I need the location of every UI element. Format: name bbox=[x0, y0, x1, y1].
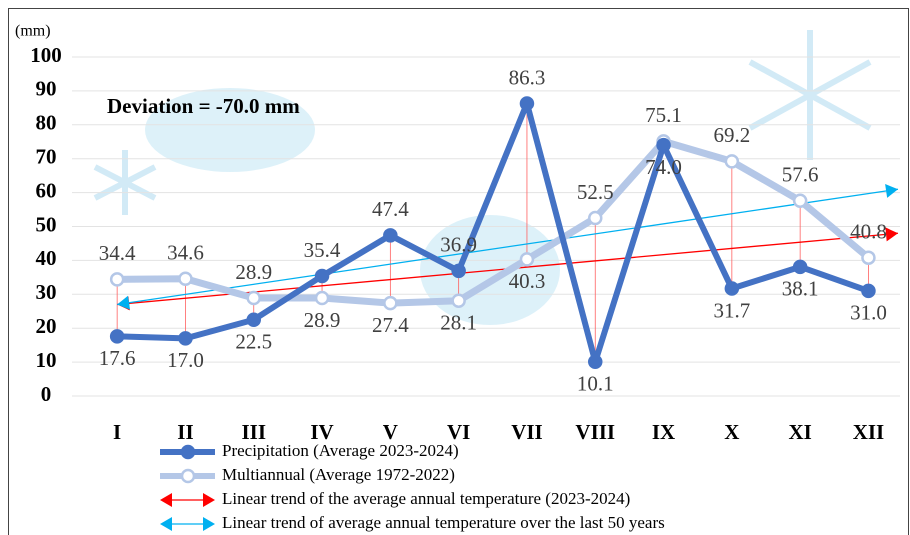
point bbox=[656, 137, 671, 153]
data-label: 27.4 bbox=[372, 313, 409, 337]
y-tick-label: 20 bbox=[36, 314, 57, 338]
legend-label: Linear trend of the average annual tempe… bbox=[222, 489, 630, 508]
data-label: 38.1 bbox=[782, 277, 819, 301]
point bbox=[246, 312, 261, 327]
data-label: 34.6 bbox=[167, 241, 204, 265]
legend-arrow bbox=[160, 517, 172, 531]
y-tick-label: 90 bbox=[36, 77, 57, 101]
data-label: 31.0 bbox=[850, 301, 887, 325]
x-tick-label: VIII bbox=[575, 420, 615, 444]
x-tick-label: I bbox=[113, 420, 121, 444]
point bbox=[519, 252, 535, 267]
annotation: Deviation = -70.0 mm bbox=[107, 94, 300, 118]
y-tick-label: 10 bbox=[36, 348, 57, 372]
point bbox=[792, 259, 808, 275]
point bbox=[724, 154, 740, 169]
x-tick-label: VI bbox=[447, 420, 470, 444]
point bbox=[451, 293, 466, 308]
point bbox=[588, 354, 603, 370]
x-tick-label: V bbox=[383, 420, 398, 444]
data-label: 74.0 bbox=[645, 155, 682, 179]
x-tick-label: X bbox=[724, 420, 739, 444]
legend-arrow bbox=[203, 493, 215, 507]
series-line bbox=[117, 137, 871, 307]
data-label: 28.1 bbox=[440, 311, 477, 335]
trend-arrow bbox=[117, 295, 131, 310]
point bbox=[109, 329, 125, 344]
frame bbox=[8, 8, 909, 535]
legend-label: Multiannual (Average 1972-2022) bbox=[222, 465, 455, 484]
trend-line bbox=[117, 188, 899, 306]
y-tick-label: 80 bbox=[36, 111, 57, 135]
data-label: 31.7 bbox=[713, 298, 750, 322]
legend-marker bbox=[180, 468, 196, 484]
data-label: 17.0 bbox=[167, 348, 204, 372]
data-label: 75.1 bbox=[645, 103, 682, 127]
legend-arrow bbox=[203, 517, 215, 531]
legend-arrow bbox=[160, 493, 172, 507]
data-label: 47.4 bbox=[372, 197, 409, 221]
y-tick-label: 40 bbox=[36, 246, 57, 270]
legend-marker bbox=[180, 444, 196, 460]
y-tick-label: 50 bbox=[36, 212, 57, 236]
legend-label: Linear trend of average annual temperatu… bbox=[222, 513, 665, 532]
point bbox=[861, 250, 876, 265]
data-label: 10.1 bbox=[577, 372, 614, 396]
data-label: 86.3 bbox=[509, 65, 546, 89]
point bbox=[314, 268, 330, 284]
y-tick-label: 70 bbox=[36, 145, 57, 169]
point bbox=[861, 283, 876, 299]
trend-arrow bbox=[885, 227, 898, 242]
point bbox=[383, 295, 398, 311]
x-tick-label: III bbox=[241, 420, 266, 444]
data-label: 57.6 bbox=[782, 163, 819, 187]
point bbox=[792, 193, 808, 208]
y-tick-label: 100 bbox=[30, 43, 62, 67]
x-tick-label: II bbox=[177, 420, 193, 444]
y-tick-label: 60 bbox=[36, 178, 57, 202]
y-axis-label: (mm) bbox=[15, 23, 51, 40]
data-label: 52.5 bbox=[577, 180, 614, 204]
point bbox=[178, 331, 193, 346]
point bbox=[519, 96, 535, 111]
data-label: 17.6 bbox=[99, 346, 136, 370]
point bbox=[451, 263, 466, 279]
data-label: 35.4 bbox=[304, 238, 341, 262]
data-label: 34.4 bbox=[99, 241, 136, 265]
data-label: 28.9 bbox=[235, 260, 272, 284]
point bbox=[588, 210, 603, 226]
point bbox=[314, 290, 330, 306]
point bbox=[724, 281, 740, 296]
legend-label: Precipitation (Average 2023-2024) bbox=[222, 441, 459, 460]
y-tick-label: 30 bbox=[36, 280, 57, 304]
data-label: 69.2 bbox=[713, 123, 750, 147]
x-tick-label: VII bbox=[511, 420, 543, 444]
data-label: 22.5 bbox=[235, 330, 272, 354]
point bbox=[246, 290, 261, 306]
point bbox=[383, 228, 398, 243]
point bbox=[178, 271, 193, 286]
data-label: 36.9 bbox=[440, 233, 477, 257]
x-tick-label: XII bbox=[853, 420, 885, 444]
data-label: 28.9 bbox=[304, 308, 341, 332]
x-tick-label: IV bbox=[310, 420, 333, 444]
trend-arrow bbox=[885, 184, 898, 198]
x-tick-label: XI bbox=[788, 420, 811, 444]
series-line bbox=[117, 100, 870, 365]
data-label: 40.3 bbox=[509, 269, 546, 293]
y-tick-label: 0 bbox=[41, 382, 52, 406]
data-label: 40.8 bbox=[850, 220, 887, 244]
point bbox=[109, 272, 125, 287]
x-tick-label: IX bbox=[652, 420, 675, 444]
